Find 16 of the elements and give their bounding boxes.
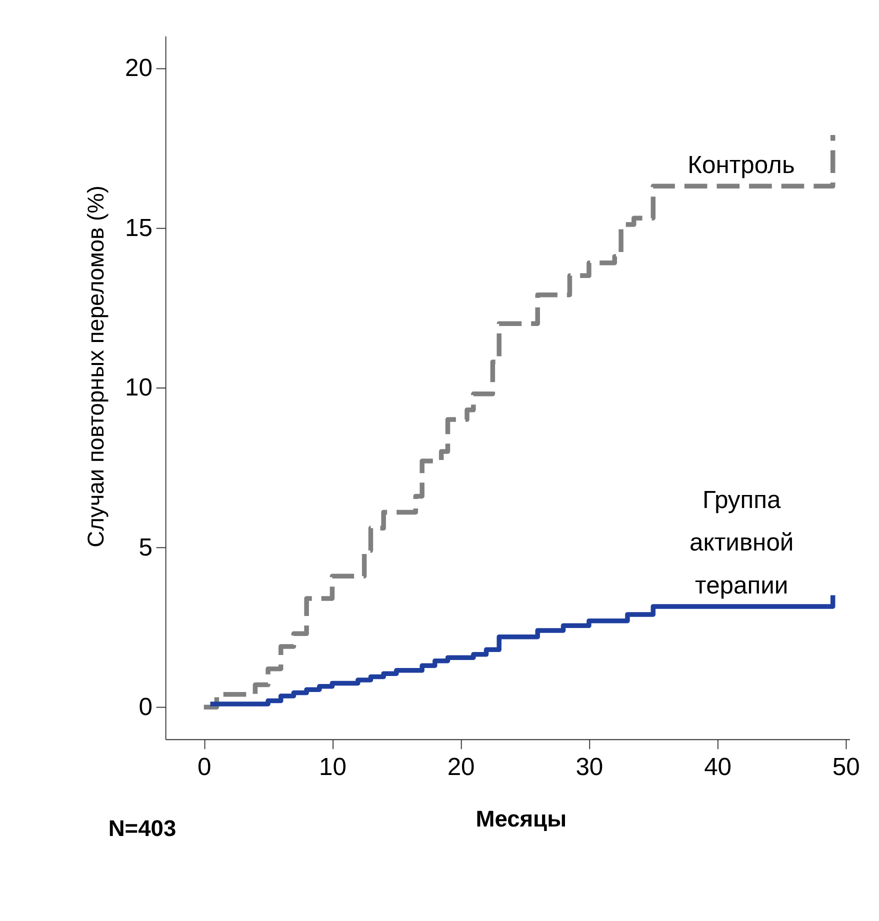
- y-tick-label: 0: [138, 694, 153, 722]
- y-axis-title: Случаи повторных переломов (%): [82, 186, 109, 548]
- x-tick-label: 50: [832, 754, 860, 781]
- x-axis-title: Месяцы: [476, 806, 567, 832]
- x-tick-label: 0: [197, 754, 212, 781]
- y-tick-label: 15: [125, 214, 153, 242]
- y-tick-label: 20: [125, 54, 153, 82]
- x-tick-label: 30: [576, 754, 604, 781]
- x-tick-label: 40: [704, 754, 732, 781]
- text: N=403: [108, 815, 176, 842]
- series-label: Контроль: [688, 152, 795, 180]
- series-label: Группа активной терапии: [690, 486, 794, 600]
- y-tick-label: 10: [125, 374, 153, 402]
- y-tick-label: 5: [138, 534, 153, 562]
- x-tick-label: 20: [447, 754, 475, 781]
- x-tick-label: 10: [318, 754, 346, 781]
